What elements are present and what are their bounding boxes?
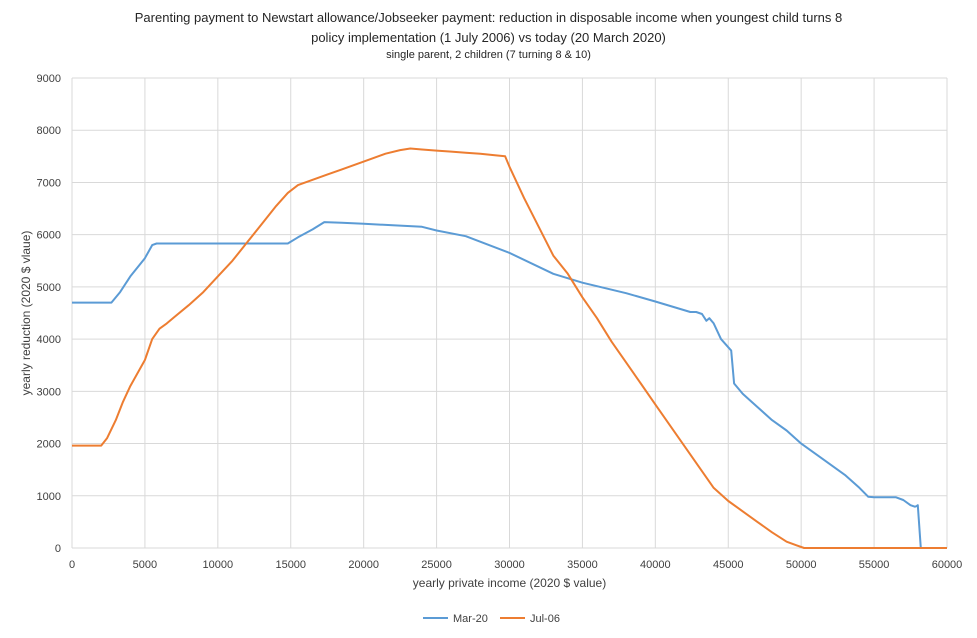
y-axis-title: yearly reduction (2020 $ vlaue) (19, 231, 33, 396)
x-tick-label: 0 (69, 559, 75, 571)
axes: 0 1000 2000 3000 4000 5000 6000 7000 8000 9000 0 50… (19, 73, 962, 590)
x-axis-title: yearly private income (2020 $ value) (413, 576, 606, 590)
legend-label: Jul-06 (530, 613, 560, 625)
series-line-jul-06 (72, 147, 947, 549)
y-tick-label: 2000 (37, 439, 61, 451)
x-tick-label: 40000 (640, 559, 671, 571)
y-tick-label: 7000 (37, 177, 61, 189)
legend-label: Mar-20 (453, 613, 488, 625)
y-tick-label: 5000 (37, 282, 61, 294)
x-tick-label: 10000 (203, 559, 234, 571)
y-tick-label: 8000 (37, 125, 61, 137)
x-tick-label: 15000 (275, 559, 306, 571)
y-tick-label: 3000 (37, 386, 61, 398)
y-tick-label: 0 (55, 543, 61, 555)
x-tick-label: 60000 (932, 559, 963, 571)
x-tick-label: 55000 (859, 559, 890, 571)
chart-subtitle-2: single parent, 2 children (7 turning 8 &… (386, 49, 591, 61)
x-tick-label: 20000 (348, 559, 379, 571)
y-tick-label: 1000 (37, 491, 61, 503)
x-tick-label: 25000 (421, 559, 452, 571)
series-line-mar-20 (72, 221, 947, 549)
y-tick-label: 4000 (37, 334, 61, 346)
y-tick-label: 9000 (37, 73, 61, 85)
x-tick-label: 45000 (713, 559, 744, 571)
x-tick-label: 30000 (494, 559, 525, 571)
y-tick-label: 6000 (37, 230, 61, 242)
series-lines (72, 147, 947, 549)
x-tick-label: 35000 (567, 559, 598, 571)
x-tick-label: 5000 (133, 559, 157, 571)
x-tick-label: 50000 (786, 559, 817, 571)
legend: Mar-20 Jul-06 (423, 613, 560, 625)
chart-title: Parenting payment to Newstart allowance/… (134, 10, 843, 25)
chart-subtitle: policy implementation (1 July 2006) vs t… (311, 30, 666, 45)
gridlines (71, 77, 948, 549)
